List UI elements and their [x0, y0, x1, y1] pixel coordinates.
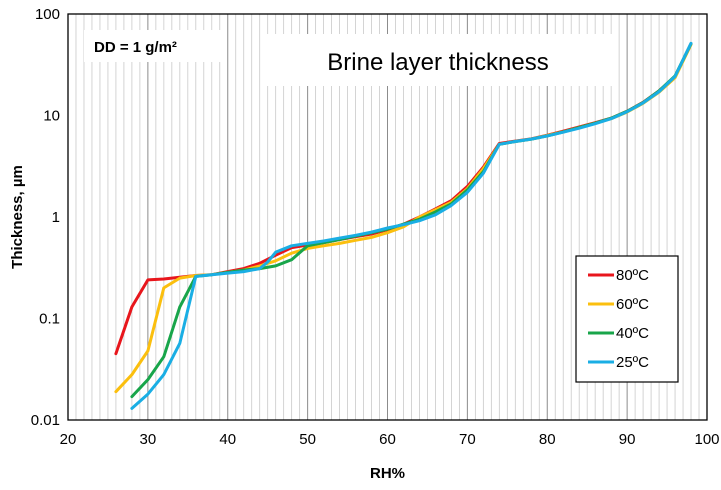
chart-title: Brine layer thickness [327, 49, 548, 76]
series-lines [114, 41, 693, 410]
x-tick-labels: 20 30 40 50 60 70 80 90 100 [60, 431, 720, 448]
x-tick-label: 80 [539, 431, 556, 448]
x-axis-title: RH% [370, 465, 405, 482]
y-tick-labels: 0.01 0.1 1 10 100 [31, 6, 60, 429]
y-tick-label: 10 [43, 108, 60, 125]
series-line-4 [130, 41, 693, 410]
x-tick-label: 90 [619, 431, 636, 448]
x-tick-label: 40 [219, 431, 236, 448]
legend: 80ºC 60ºC 40ºC 25ºC [575, 255, 679, 383]
y-tick-label: 100 [35, 6, 60, 23]
legend-label: 40ºC [616, 325, 649, 342]
x-tick-label: 30 [140, 431, 157, 448]
x-tick-label: 20 [60, 431, 77, 448]
legend-label: 60ºC [616, 296, 649, 313]
x-tick-label: 60 [379, 431, 396, 448]
title-box [262, 34, 614, 86]
legend-label: 80ºC [616, 267, 649, 284]
x-tick-label: 100 [694, 431, 719, 448]
y-axis-title: Thickness, µm [9, 165, 26, 269]
x-tick-label: 70 [459, 431, 476, 448]
plot-frame [67, 13, 708, 421]
x-tick-label: 50 [299, 431, 316, 448]
annotation-label: DD = 1 g/m² [94, 39, 177, 56]
y-tick-label: 0.01 [31, 412, 60, 429]
y-tick-label: 0.1 [39, 311, 60, 328]
y-tick-label: 1 [52, 209, 60, 226]
legend-label: 25ºC [616, 354, 649, 371]
annotation-box [84, 30, 226, 62]
